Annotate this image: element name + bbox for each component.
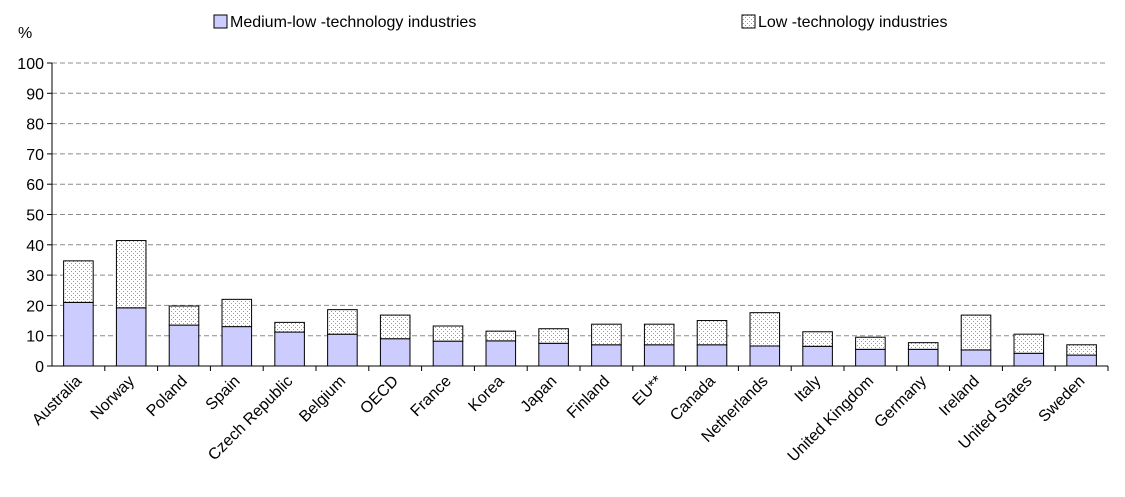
bar-medium-low-tech — [327, 333, 358, 367]
y-tick-label: 100 — [17, 56, 44, 73]
y-tick-label: 90 — [26, 86, 44, 103]
bar-medium-low-tech — [1066, 354, 1097, 367]
y-tick-label: 60 — [26, 177, 44, 194]
bar-low-tech — [221, 298, 253, 328]
bar-medium-low-tech — [643, 344, 675, 367]
x-tick-label: Japan — [518, 373, 561, 416]
x-tick-label: Norway — [88, 373, 138, 423]
y-unit-label: % — [18, 25, 32, 42]
bar-medium-low-tech — [274, 331, 305, 367]
bar-medium-low-tech — [379, 338, 411, 367]
y-tick-label: 40 — [26, 238, 44, 255]
legend-label: Low -technology industries — [758, 14, 947, 31]
gridlines — [52, 62, 1108, 337]
y-tick-label: 80 — [26, 117, 44, 134]
y-tick-label: 0 — [35, 359, 44, 376]
x-tick-label: Ireland — [936, 373, 983, 420]
x-tick-label: EU** — [629, 373, 666, 410]
bar-medium-low-tech — [855, 348, 886, 367]
legend-swatch — [741, 14, 756, 29]
bar-low-tech — [696, 320, 728, 346]
bar-low-tech — [63, 260, 94, 303]
y-tick-label: 20 — [26, 298, 44, 315]
bar-low-tech — [960, 314, 992, 351]
bar-low-tech — [749, 312, 781, 347]
x-tick-label: Spain — [203, 373, 244, 414]
x-tick-label: Germany — [871, 373, 930, 432]
y-tick-label: 10 — [26, 329, 44, 346]
bar-low-tech — [1066, 344, 1097, 356]
bar-medium-low-tech — [802, 345, 833, 367]
bar-low-tech — [485, 330, 517, 342]
x-tick-label: Poland — [144, 373, 191, 420]
legend-swatch — [213, 14, 228, 29]
bar-medium-low-tech — [1013, 352, 1045, 367]
bar-low-tech — [168, 305, 200, 326]
bar-low-tech — [1013, 333, 1045, 354]
bar-medium-low-tech — [696, 344, 728, 367]
legend: Medium-low -technology industries Low -te… — [213, 14, 947, 31]
bar-medium-low-tech — [432, 340, 464, 367]
bar-medium-low-tech — [538, 342, 569, 367]
bar-low-tech — [379, 314, 411, 340]
bar-low-tech — [591, 323, 622, 346]
legend-label: Medium-low -technology industries — [230, 14, 476, 31]
y-tick-label: 30 — [26, 268, 44, 285]
bar-medium-low-tech — [63, 301, 94, 367]
bar-low-tech — [274, 321, 305, 333]
x-tick-label: OECD — [357, 373, 402, 418]
x-tick-label: Italy — [792, 373, 825, 406]
bar-low-tech — [855, 336, 886, 350]
bar-medium-low-tech — [485, 340, 517, 367]
bar-low-tech — [432, 325, 464, 342]
x-tick-label: Korea — [465, 373, 507, 415]
bar-low-tech — [907, 342, 939, 350]
bar-low-tech — [802, 331, 833, 347]
bar-low-tech — [643, 323, 675, 346]
bar-low-tech — [115, 240, 147, 309]
bar-low-tech — [327, 309, 358, 335]
bar-medium-low-tech — [960, 349, 992, 367]
x-tick-label: France — [408, 373, 455, 420]
bars — [63, 240, 1097, 367]
bar-medium-low-tech — [168, 324, 200, 367]
x-tick-label: Australia — [29, 373, 85, 429]
x-tick-label: Sweden — [1036, 373, 1089, 426]
y-tick-label: 70 — [26, 147, 44, 164]
x-tick-label: Finland — [564, 373, 613, 422]
bar-medium-low-tech — [907, 348, 939, 367]
bar-medium-low-tech — [221, 326, 253, 367]
bar-low-tech — [538, 328, 569, 344]
x-tick-label: Canada — [667, 373, 719, 425]
y-tick-label: 50 — [26, 208, 44, 225]
x-tick-label: Belgium — [296, 373, 349, 426]
bar-medium-low-tech — [115, 307, 147, 367]
bar-medium-low-tech — [749, 345, 781, 367]
bar-medium-low-tech — [591, 344, 622, 367]
